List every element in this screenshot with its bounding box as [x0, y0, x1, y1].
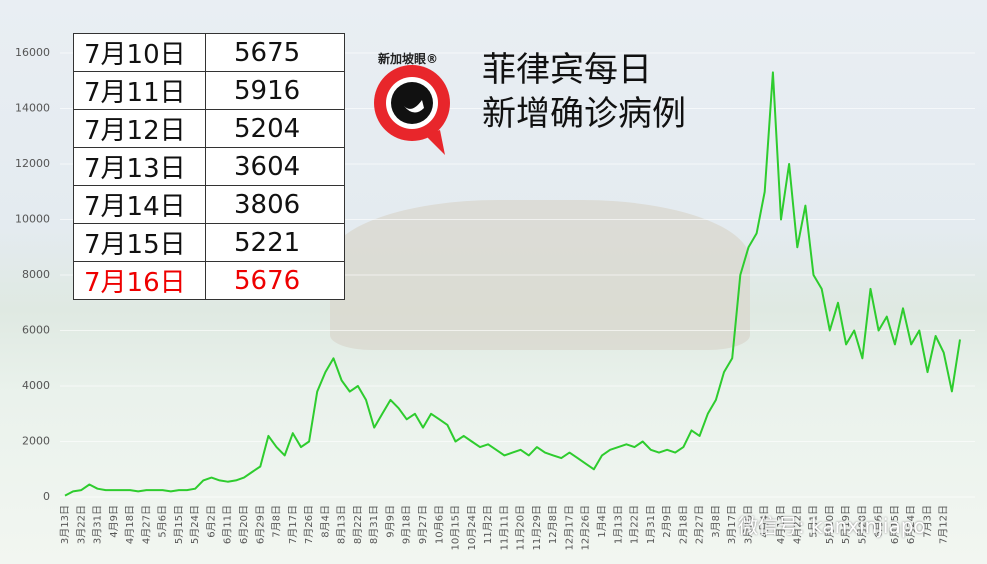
y-tick-label: 10000	[15, 213, 50, 226]
table-row: 7月14日 3806	[73, 185, 345, 224]
x-tick-label: 1月31日	[645, 505, 657, 544]
x-tick-label: 7月8日	[271, 505, 283, 538]
y-tick-label: 6000	[22, 324, 50, 337]
x-tick-label: 8月22日	[352, 505, 364, 544]
table-cell: 7月10日	[73, 33, 206, 72]
table-cell: 3604	[205, 147, 345, 186]
table-cell: 5675	[205, 33, 345, 72]
x-tick-label: 11月2日	[482, 505, 494, 544]
cases-line	[64, 71, 961, 497]
y-tick-label: 2000	[22, 435, 50, 448]
case-table: 7月10日 5675 7月11日 5916 7月12日 5204 7月13日 3604 7月14…	[73, 33, 345, 300]
x-tick-label: 9月18日	[401, 505, 413, 544]
y-tick-label: 14000	[15, 102, 50, 115]
table-cell: 5221	[205, 223, 345, 262]
x-tick-label: 5月1日	[808, 505, 820, 538]
x-tick-label: 10月24日	[466, 505, 478, 550]
x-tick-label: 9月27日	[417, 505, 429, 544]
x-tick-label: 9月9日	[384, 505, 396, 538]
x-tick-label: 2月27日	[694, 505, 706, 544]
x-tick-label: 12月8日	[547, 505, 559, 544]
x-tick-label: 7月12日	[938, 505, 950, 544]
x-tick-label: 2月9日	[661, 505, 673, 538]
y-tick-label: 16000	[15, 46, 50, 59]
x-tick-label: 4月27日	[140, 505, 152, 544]
table-row: 7月10日 5675	[73, 33, 345, 72]
x-tick-label: 6月11日	[222, 505, 234, 544]
x-tick-label: 6月15日	[889, 505, 901, 544]
table-cell: 7月12日	[73, 109, 206, 148]
x-tick-label: 4月9日	[108, 505, 120, 538]
x-tick-label: 8月31日	[368, 505, 380, 544]
table-row: 7月11日 5916	[73, 71, 345, 110]
x-tick-label: 3月17日	[726, 505, 738, 544]
x-tick-label: 6月2日	[205, 505, 217, 538]
x-tick-label: 6月20日	[238, 505, 250, 544]
table-row: 7月16日 5676	[73, 261, 345, 300]
x-tick-label: 4月18日	[124, 505, 136, 544]
x-tick-label: 1月13日	[612, 505, 624, 544]
x-tick-label: 5月24日	[189, 505, 201, 544]
x-tick-label: 7月3日	[921, 505, 933, 538]
table-cell: 7月15日	[73, 223, 206, 262]
table-cell: 7月14日	[73, 185, 206, 224]
table-cell: 7月11日	[73, 71, 206, 110]
x-tick-label: 4月22日	[791, 505, 803, 544]
x-tick-label: 6月29日	[254, 505, 266, 544]
x-tick-label: 5月19日	[840, 505, 852, 544]
table-row: 7月13日 3604	[73, 147, 345, 186]
x-tick-label: 11月20日	[515, 505, 527, 550]
x-tick-label: 4月13日	[775, 505, 787, 544]
x-tick-label: 5月28日	[856, 505, 868, 544]
table-cell: 5676	[205, 261, 345, 300]
x-tick-label: 12月17日	[563, 505, 575, 550]
x-tick-label: 3月13日	[59, 505, 71, 544]
x-tick-label: 5月15日	[173, 505, 185, 544]
table-row: 7月15日 5221	[73, 223, 345, 262]
y-tick-label: 0	[43, 490, 50, 503]
x-tick-label: 8月4日	[319, 505, 331, 538]
table-cell: 7月13日	[73, 147, 206, 186]
x-tick-label: 2月18日	[677, 505, 689, 544]
chart-title: 菲律宾每日 新增确诊病例	[482, 50, 686, 134]
x-tick-label: 3月8日	[710, 505, 722, 538]
table-cell: 7月16日	[73, 261, 206, 300]
watermark: 微信号: kanxinjiapo	[738, 514, 926, 538]
y-tick-label: 12000	[15, 157, 50, 170]
table-cell: 5916	[205, 71, 345, 110]
x-tick-label: 1月4日	[596, 505, 608, 538]
table-row: 7月12日 5204	[73, 109, 345, 148]
x-tick-label: 3月22日	[75, 505, 87, 544]
x-tick-label: 6月24日	[905, 505, 917, 544]
x-tick-label: 12月26日	[580, 505, 592, 550]
x-tick-label: 8月13日	[336, 505, 348, 544]
x-tick-label: 11月11日	[498, 505, 510, 550]
logo-text: 新加坡眼®	[378, 52, 439, 66]
table-cell: 3806	[205, 185, 345, 224]
table-cell: 5204	[205, 109, 345, 148]
x-tick-label: 10月15日	[450, 505, 462, 550]
x-tick-label: 7月26日	[303, 505, 315, 544]
y-tick-label: 4000	[22, 379, 50, 392]
x-tick-label: 3月31日	[92, 505, 104, 544]
x-tick-label: 11月29日	[531, 505, 543, 550]
x-tick-label: 4月4日	[759, 505, 771, 538]
x-tick-label: 10月6日	[433, 505, 445, 544]
x-tick-label: 5月6日	[157, 505, 169, 538]
x-tick-label: 5月10日	[824, 505, 836, 544]
x-tick-label: 6月6日	[873, 505, 885, 538]
x-tick-label: 1月22日	[629, 505, 641, 544]
x-tick-label: 7月17日	[287, 505, 299, 544]
y-tick-label: 8000	[22, 268, 50, 281]
x-tick-label: 3月26日	[742, 505, 754, 544]
